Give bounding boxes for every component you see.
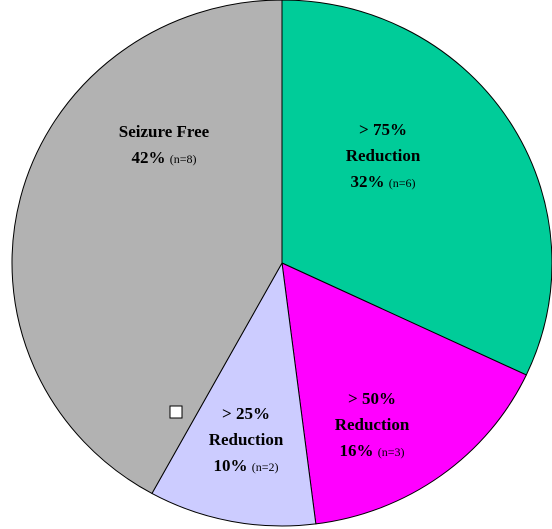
- slice-label: > 75%: [359, 120, 407, 139]
- slice-value: 32% (n=6): [350, 172, 415, 191]
- slice-label: > 25%: [222, 404, 270, 423]
- slice-label: Seizure Free: [119, 122, 210, 141]
- slice-value: 16% (n=3): [339, 441, 404, 460]
- pie-slice: [151, 261, 317, 527]
- pie-slice: [281, 0, 552, 376]
- value-label: 32%: [350, 172, 384, 191]
- slices: [11, 0, 552, 527]
- slice-label: Reduction: [335, 415, 410, 434]
- pie-slice: [11, 0, 283, 495]
- value-label: 42%: [131, 148, 165, 167]
- marker-square: [169, 405, 183, 419]
- value-label: 16%: [339, 441, 373, 460]
- slice-value: 10% (n=2): [213, 456, 278, 475]
- count-label: (n=6): [389, 176, 416, 190]
- slice-value: 42% (n=8): [131, 148, 196, 167]
- slice-label: Reduction: [209, 430, 284, 449]
- labels: > 75% Reduction 32% (n=6) > 50% Reduction 16%…: [119, 120, 421, 475]
- count-label: (n=8): [170, 152, 197, 166]
- count-label: (n=2): [252, 460, 279, 474]
- slice-label: Reduction: [346, 146, 421, 165]
- slice-label: > 50%: [348, 389, 396, 408]
- count-label: (n=3): [378, 445, 405, 459]
- value-label: 10%: [213, 456, 247, 475]
- pie-slice: [281, 262, 527, 525]
